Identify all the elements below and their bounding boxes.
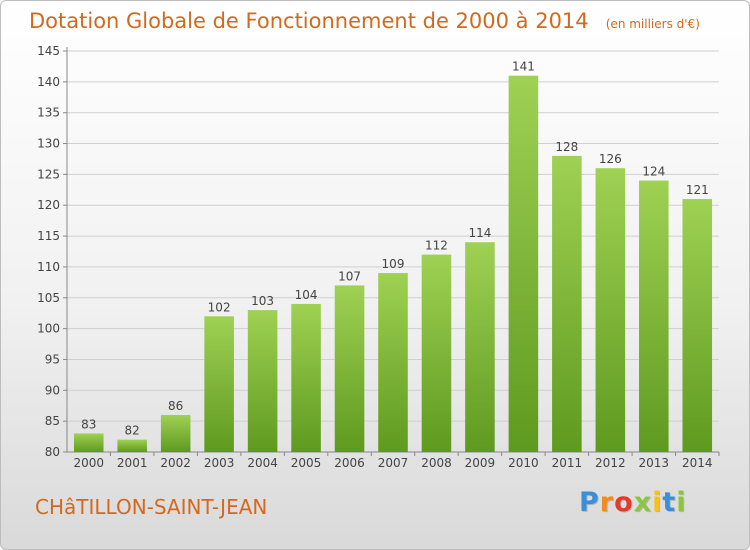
x-tick-label-2007: 2007 — [378, 456, 409, 470]
data-label-2014: 121 — [686, 183, 709, 197]
data-label-2004: 103 — [251, 294, 274, 308]
x-tick-label-2001: 2001 — [117, 456, 148, 470]
logo-letter: o — [614, 487, 634, 518]
bar-2005 — [291, 303, 321, 452]
data-label-2009: 114 — [468, 226, 491, 240]
x-tick-label-2008: 2008 — [421, 456, 452, 470]
bar-2012 — [595, 168, 626, 452]
data-label-2012: 126 — [599, 152, 622, 166]
y-tick-label: 110 — [37, 260, 60, 274]
bar-2001 — [117, 439, 147, 452]
logo-letter: r — [599, 487, 615, 518]
bar-2004 — [247, 310, 278, 452]
logo-letter: P — [579, 487, 600, 518]
logo-letter: i — [652, 487, 663, 518]
bar-2008 — [421, 254, 452, 452]
data-label-2003: 102 — [208, 300, 231, 314]
title-row: Dotation Globale de Fonctionnement de 20… — [29, 9, 700, 33]
bar-2013 — [639, 180, 669, 453]
bar-2014 — [682, 199, 713, 452]
commune-name: CHâTILLON-SAINT-JEAN — [35, 495, 268, 519]
x-tick-label-2010: 2010 — [508, 456, 539, 470]
y-tick-label: 105 — [37, 291, 60, 305]
bar-2011 — [552, 155, 582, 452]
data-label-2007: 109 — [382, 257, 405, 271]
chart-title: Dotation Globale de Fonctionnement de 20… — [29, 9, 589, 33]
logo-letter: t — [662, 487, 677, 518]
data-label-2001: 82 — [125, 424, 140, 438]
x-tick-labels: 2000 2001 2002 2003 2004 2005 2006 2007 2008 2009… — [73, 456, 712, 470]
logo-letter: x — [633, 487, 653, 518]
y-tick-label: 100 — [37, 322, 60, 336]
y-tick-label: 95 — [45, 352, 60, 366]
y-tick-label: 130 — [37, 137, 60, 151]
x-tick-label-2002: 2002 — [160, 456, 191, 470]
y-tick-label: 145 — [37, 44, 60, 58]
bar-2006 — [334, 285, 365, 452]
x-tick-label-2014: 2014 — [682, 456, 713, 470]
y-tick-label: 90 — [45, 383, 60, 397]
bars — [73, 75, 713, 453]
data-labels: 83 82 86 102 103 104 107 109 112 114 141 128 126 124 1… — [81, 60, 709, 438]
bar-2009 — [465, 242, 495, 452]
data-label-2000: 83 — [81, 417, 96, 431]
y-tick-label: 120 — [37, 198, 60, 212]
x-tick-label-2004: 2004 — [247, 456, 278, 470]
data-label-2008: 112 — [425, 239, 448, 253]
y-tick-label: 135 — [37, 106, 60, 120]
data-label-2005: 104 — [295, 288, 318, 302]
x-tick-label-2012: 2012 — [595, 456, 626, 470]
x-tick-label-2003: 2003 — [204, 456, 235, 470]
bar-2007 — [378, 273, 408, 452]
data-label-2006: 107 — [338, 269, 361, 283]
bar-2002 — [160, 414, 191, 452]
bar-2000 — [73, 433, 104, 452]
proxiti-logo: Proxiti — [579, 487, 687, 518]
data-label-2011: 128 — [555, 140, 578, 154]
bar-2010 — [508, 75, 539, 452]
x-tick-label-2000: 2000 — [73, 456, 104, 470]
y-tick-labels: 80 85 90 95 100 105 110 115 120 125 130 135 140 145 — [37, 44, 60, 459]
y-tick-label: 80 — [45, 445, 60, 459]
y-tick-label: 125 — [37, 167, 60, 181]
x-tick-label-2006: 2006 — [334, 456, 365, 470]
y-tick-label: 115 — [37, 229, 60, 243]
bar-2003 — [204, 316, 234, 452]
logo-letter: i — [676, 487, 687, 518]
x-tick-label-2005: 2005 — [291, 456, 322, 470]
chart-unit-label: (en milliers d'€) — [605, 17, 700, 31]
data-label-2013: 124 — [642, 165, 665, 179]
x-tick-label-2009: 2009 — [465, 456, 496, 470]
x-tick-label-2011: 2011 — [552, 456, 583, 470]
y-tick-label: 85 — [45, 414, 60, 428]
x-tick-label-2013: 2013 — [639, 456, 670, 470]
data-label-2010: 141 — [512, 60, 535, 74]
y-tick-label: 140 — [37, 75, 60, 89]
data-label-2002: 86 — [168, 399, 183, 413]
